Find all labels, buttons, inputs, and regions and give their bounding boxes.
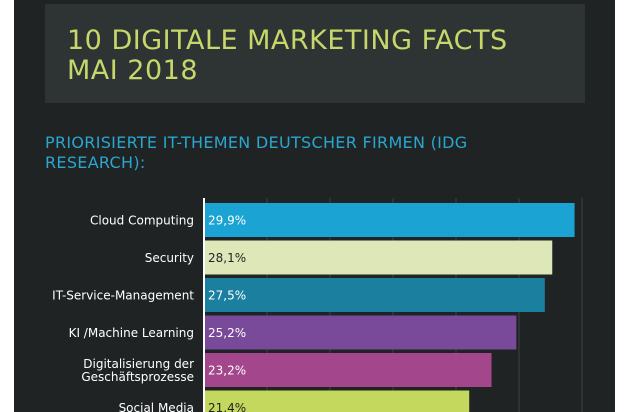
bar bbox=[204, 203, 575, 237]
chart-subtitle: PRIORISIERTE IT-THEMEN DEUTSCHER FIRMEN … bbox=[45, 133, 468, 172]
bar bbox=[204, 353, 492, 387]
bar-chart: 29,9% Cloud Computing 28,1% Security 27,5% IT… bbox=[52, 198, 583, 412]
title-box: 10 DIGITALE MARKETING FACTS MAI 2018 bbox=[45, 4, 585, 103]
category-label: Cloud Computing bbox=[90, 214, 194, 228]
bar bbox=[204, 315, 517, 350]
bar-value-label: 27,5% bbox=[208, 289, 246, 303]
page-title-line1: 10 DIGITALE MARKETING FACTS bbox=[67, 25, 508, 56]
category-label: Geschäftsprozesse bbox=[81, 370, 194, 384]
bar-value-label: 28,1% bbox=[208, 251, 246, 265]
infographic-panel: 10 DIGITALE MARKETING FACTS MAI 2018 PRI… bbox=[14, 0, 615, 412]
category-label: Digitalisierung der bbox=[83, 357, 194, 371]
bar-value-label: 25,2% bbox=[208, 326, 246, 340]
page-title-line2: MAI 2018 bbox=[67, 55, 199, 86]
bar bbox=[204, 278, 545, 312]
bar bbox=[204, 240, 553, 275]
category-label: Security bbox=[145, 251, 194, 265]
category-label: KI /Machine Learning bbox=[69, 326, 194, 340]
category-label: Social Media bbox=[119, 401, 194, 412]
bar-value-label: 23,2% bbox=[208, 364, 246, 378]
category-label: IT-Service-Management bbox=[52, 289, 194, 303]
bar-value-label: 29,9% bbox=[208, 214, 246, 228]
bar-value-label: 21,4% bbox=[208, 401, 246, 412]
bar bbox=[204, 390, 470, 412]
